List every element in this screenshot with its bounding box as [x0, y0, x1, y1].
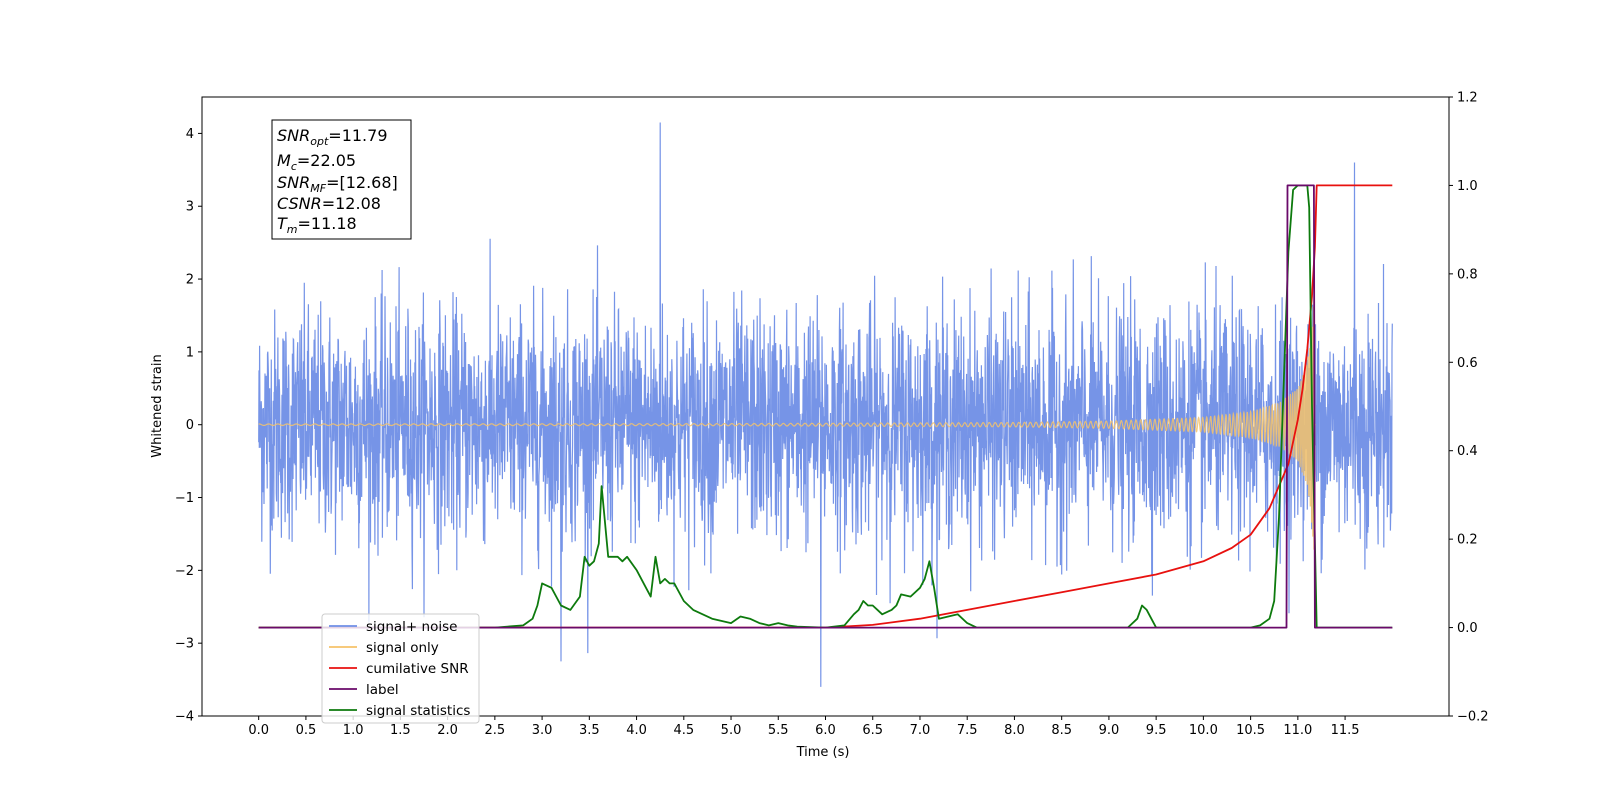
y2-tick-label: −0.2	[1457, 710, 1489, 725]
info-line-snr-mf: SNRMF=[12.68]	[277, 173, 398, 195]
y-axis-label: Whitened strain	[150, 354, 165, 457]
y-tick-label: 3	[186, 200, 194, 215]
y-tick-label: −4	[175, 710, 194, 725]
y-tick-label: −2	[175, 564, 194, 579]
y2-tick-label: 0.2	[1457, 533, 1478, 548]
x-tick-label: 4.0	[626, 723, 647, 738]
y-tick-label: 0	[186, 418, 194, 433]
x-tick-label: 2.0	[437, 723, 458, 738]
x-tick-label: 8.5	[1051, 723, 1072, 738]
info-value: =[12.68]	[326, 173, 398, 192]
series-signal-only	[258, 293, 1316, 550]
y2-tick-label: 1.2	[1457, 91, 1478, 106]
y-tick-label: −1	[175, 491, 194, 506]
info-subscript: MF	[310, 182, 326, 195]
info-line-snr-opt: SNRopt=11.79	[277, 126, 388, 148]
info-symbol: SNR	[277, 126, 310, 145]
x-tick-label: 7.5	[957, 723, 978, 738]
x-axis: 0.0 0.5 1.0 1.5 2.0 2.5 3.0 3.5 4.0 4.5 5.0 5.5 6.0 6…	[248, 716, 1360, 738]
info-value: =12.08	[322, 194, 381, 213]
x-tick-label: 4.5	[673, 723, 694, 738]
x-tick-label: 6.5	[862, 723, 883, 738]
legend: signal+ noise signal only cumilative SNR…	[321, 613, 480, 724]
legend-label-signal-only: signal only	[366, 640, 439, 656]
legend-label-label: label	[366, 682, 399, 698]
x-tick-label: 0.0	[248, 723, 269, 738]
info-value: =22.05	[297, 151, 356, 170]
x-tick-label: 3.5	[579, 723, 600, 738]
info-subscript: m	[287, 223, 298, 236]
x-tick-label: 11.0	[1283, 723, 1312, 738]
legend-label-signal-noise: signal+ noise	[366, 619, 457, 635]
x-tick-label: 6.0	[815, 723, 836, 738]
x-tick-label: 5.0	[721, 723, 742, 738]
x-tick-label: 10.5	[1236, 723, 1265, 738]
x-tick-label: 9.5	[1146, 723, 1167, 738]
series-label	[258, 184, 1393, 629]
info-value: =11.79	[328, 126, 387, 145]
x-axis-label: Time (s)	[796, 745, 850, 760]
y2-tick-label: 0.8	[1457, 267, 1478, 282]
info-symbol: CSNR	[277, 194, 322, 213]
info-box: SNRopt=11.79 Mc=22.05 SNRMF=[12.68] CSNR…	[271, 119, 412, 240]
info-box-frame	[271, 119, 412, 240]
x-tick-label: 10.0	[1189, 723, 1218, 738]
plot-area	[258, 122, 1393, 687]
info-line-tm: Tm=11.18	[277, 214, 357, 236]
legend-frame	[321, 613, 480, 724]
info-line-csnr: CSNR=12.08	[277, 194, 381, 213]
y-tick-label: 2	[186, 273, 194, 288]
series-signal-noise	[258, 122, 1393, 687]
x-tick-label: 1.5	[390, 723, 411, 738]
info-symbol: M	[277, 151, 291, 170]
legend-label-signal-statistics: signal statistics	[366, 703, 470, 719]
x-tick-label: 11.5	[1331, 723, 1360, 738]
series-signal-statistics	[258, 184, 1393, 629]
y-axis-right: −0.2 0.0 0.2 0.4 0.6 0.8 1.0 1.2	[1449, 91, 1489, 725]
info-subscript: opt	[310, 135, 329, 148]
legend-label-cumulative-snr: cumilative SNR	[366, 661, 469, 677]
x-tick-label: 5.5	[768, 723, 789, 738]
y2-tick-label: 0.6	[1457, 356, 1478, 371]
x-tick-label: 2.5	[485, 723, 506, 738]
y2-tick-label: 0.0	[1457, 621, 1478, 636]
x-tick-label: 7.0	[910, 723, 931, 738]
info-value: =11.18	[298, 214, 357, 233]
y2-tick-label: 1.0	[1457, 179, 1478, 194]
x-tick-label: 8.0	[1004, 723, 1025, 738]
x-tick-label: 1.0	[343, 723, 364, 738]
y-tick-label: 1	[186, 345, 194, 360]
x-tick-label: 9.0	[1099, 723, 1120, 738]
y-tick-label: 4	[186, 127, 194, 142]
info-line-mc: Mc=22.05	[277, 151, 356, 173]
y-tick-label: −3	[175, 637, 194, 652]
info-subscript: c	[291, 160, 297, 173]
x-tick-label: 3.0	[532, 723, 553, 738]
info-symbol: SNR	[277, 173, 310, 192]
y2-tick-label: 0.4	[1457, 444, 1478, 459]
y-axis-left: −4 −3 −2 −1 0 1 2 3 4	[175, 127, 202, 725]
info-symbol: T	[277, 214, 288, 233]
x-tick-label: 0.5	[296, 723, 317, 738]
